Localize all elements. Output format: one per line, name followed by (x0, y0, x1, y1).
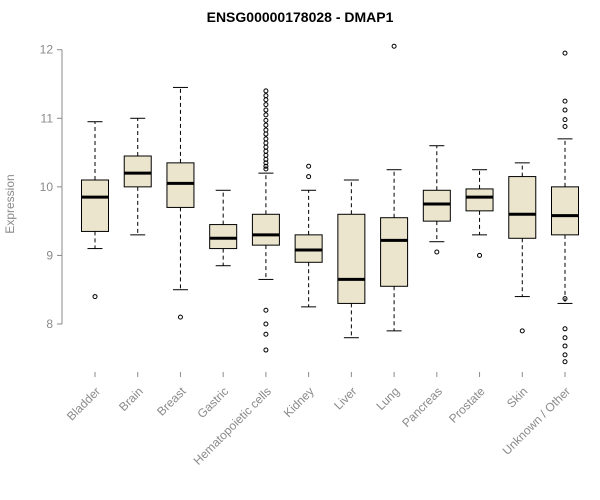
x-category-label-skin: Skin (504, 384, 530, 410)
x-category-label-breast: Breast (154, 384, 189, 419)
outlier-point-hematopoietic-cells (263, 156, 269, 162)
outlier-point-unknown-other (562, 335, 568, 341)
outlier-point-unknown-other (562, 124, 568, 130)
outlier-point-hematopoietic-cells (263, 331, 269, 337)
outlier-point-unknown-other (562, 50, 568, 56)
outlier-point-hematopoietic-cells (263, 88, 269, 94)
x-category-label-brain: Brain (116, 384, 146, 414)
outlier-point-hematopoietic-cells (263, 166, 269, 172)
box-skin (508, 176, 537, 239)
outlier-point-lung (391, 43, 397, 49)
x-category-label-hematopoietic-cells: Hematopoietic cells (191, 384, 274, 467)
outlier-point-hematopoietic-cells (263, 144, 269, 150)
box-hematopoietic-cells (251, 213, 280, 246)
chart-title: ENSG00000178028 - DMAP1 (206, 9, 394, 25)
outlier-point-hematopoietic-cells (263, 160, 269, 166)
x-category-label-kidney: Kidney (281, 384, 317, 420)
outlier-point-hematopoietic-cells (263, 307, 269, 313)
y-tick-label: 12 (40, 43, 54, 57)
outlier-point-breast (177, 314, 183, 320)
outlier-point-hematopoietic-cells (263, 127, 269, 133)
box-pancreas (422, 189, 451, 222)
outlier-point-kidney (306, 174, 312, 180)
outlier-point-hematopoietic-cells (263, 107, 269, 113)
outlier-point-hematopoietic-cells (263, 131, 269, 137)
outlier-point-hematopoietic-cells (263, 93, 269, 99)
outlier-point-pancreas (434, 249, 440, 255)
y-tick-label: 10 (40, 180, 54, 194)
x-category-label-liver: Liver (331, 384, 359, 412)
outlier-point-unknown-other (562, 343, 568, 349)
box-brain (123, 155, 152, 188)
y-tick-label: 8 (46, 317, 53, 331)
outlier-point-unknown-other (562, 326, 568, 332)
outlier-point-hematopoietic-cells (263, 148, 269, 154)
y-axis-title: Expression (3, 174, 17, 233)
outlier-point-unknown-other (562, 107, 568, 113)
outlier-point-hematopoietic-cells (263, 117, 269, 123)
box-bladder (81, 179, 109, 232)
outlier-point-hematopoietic-cells (263, 347, 269, 353)
outlier-point-hematopoietic-cells (263, 112, 269, 118)
outlier-point-prostate (477, 252, 483, 258)
y-tick-label: 11 (41, 111, 54, 125)
outlier-point-skin (519, 328, 525, 334)
x-category-label-bladder: Bladder (64, 384, 103, 423)
outlier-point-hematopoietic-cells (263, 122, 269, 128)
x-category-label-lung: Lung (373, 384, 402, 413)
outlier-point-hematopoietic-cells (263, 102, 269, 108)
outlier-point-bladder (92, 294, 98, 300)
box-liver (337, 213, 366, 304)
outlier-point-hematopoietic-cells (263, 321, 269, 327)
outlier-point-unknown-other (562, 117, 568, 123)
box-prostate (465, 188, 494, 212)
outlier-point-unknown-other (562, 296, 568, 302)
outlier-point-unknown-other (562, 359, 568, 365)
outlier-point-hematopoietic-cells (263, 97, 269, 103)
outlier-point-hematopoietic-cells (263, 136, 269, 142)
box-breast (166, 162, 195, 208)
x-category-label-gastric: Gastric (195, 384, 232, 421)
outlier-point-kidney (306, 163, 312, 169)
outlier-point-hematopoietic-cells (263, 163, 269, 169)
outlier-point-hematopoietic-cells (263, 152, 269, 158)
box-lung (380, 217, 409, 287)
outlier-point-unknown-other (562, 98, 568, 104)
x-category-label-prostate: Prostate (446, 384, 488, 426)
outlier-point-unknown-other (562, 352, 568, 358)
y-tick-label: 9 (46, 248, 53, 262)
x-category-label-pancreas: Pancreas (399, 384, 445, 430)
box-unknown-other (551, 186, 579, 236)
box-gastric (209, 224, 238, 250)
plot-svg: 8 9 10 11 12 Expression Bladder Brain Breast Gast… (3, 43, 579, 468)
outlier-point-hematopoietic-cells (263, 140, 269, 146)
